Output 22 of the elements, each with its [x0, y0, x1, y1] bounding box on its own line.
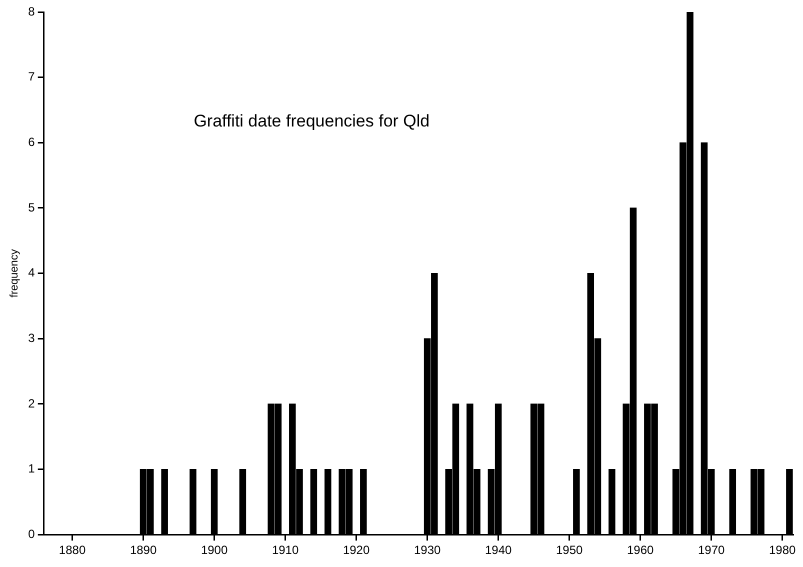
y-tick-label: 2 — [28, 396, 36, 410]
x-tick-label: 1950 — [556, 543, 583, 558]
x-tick-label: 1890 — [130, 543, 157, 558]
x-tick-label: 1970 — [698, 543, 726, 558]
y-tick-label: 1 — [28, 462, 36, 476]
y-tick-label: 6 — [28, 134, 36, 149]
x-tick-label: 1880 — [58, 543, 86, 558]
y-tick-label: 0 — [28, 526, 36, 541]
y-tick-label: 3 — [28, 330, 36, 345]
y-tick-label: 4 — [28, 266, 36, 280]
y-tick-label: 7 — [28, 70, 36, 84]
text: Graffiti date frequencies for Qld — [194, 111, 430, 130]
x-tick-label: 1960 — [626, 543, 654, 558]
x-tick-label: 1980 — [768, 543, 796, 558]
y-tick-label: 5 — [28, 200, 36, 214]
x-tick-label: 1900 — [200, 543, 228, 558]
y-axis-title: frequency — [8, 248, 21, 298]
x-tick-label: 1930 — [414, 543, 441, 558]
x-tick-label: 1910 — [272, 543, 299, 558]
x-tick-label: 1940 — [484, 543, 512, 558]
y-tick-label: 8 — [28, 4, 36, 18]
x-tick-label: 1920 — [342, 543, 370, 558]
